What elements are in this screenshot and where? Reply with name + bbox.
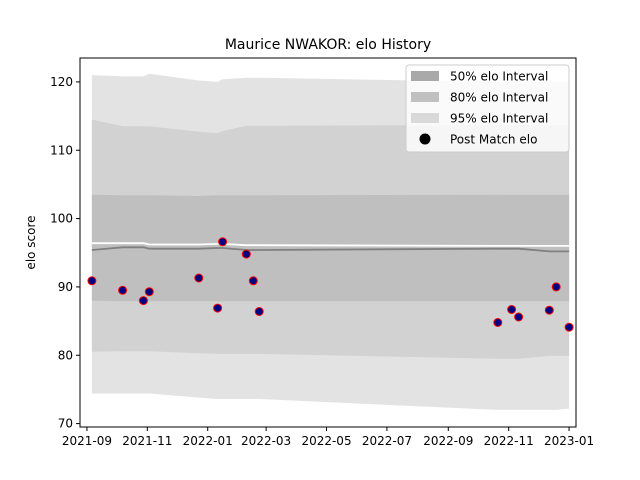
- y-tick-label: 120: [50, 75, 73, 89]
- x-tick-label: 2021-09: [62, 434, 112, 448]
- x-tick-label: 2022-11: [484, 434, 534, 448]
- y-tick-label: 90: [58, 280, 73, 294]
- post-match-point: [493, 318, 503, 327]
- post-match-point: [564, 322, 574, 332]
- post-match-point: [194, 273, 204, 283]
- legend: 50% elo Interval 80% elo Interval 95% elo …: [405, 64, 570, 153]
- post-match-point: [507, 305, 517, 314]
- axis-ticks: 2021-09 2021-11 2022-01 2022-03 2022-05 2022-…: [50, 75, 594, 448]
- x-tick-label: 2022-05: [301, 434, 351, 448]
- chart-title: Maurice NWAKOR: elo History: [225, 37, 431, 53]
- x-tick-label: 2023-01: [544, 434, 594, 448]
- post-match-point: [241, 249, 251, 259]
- x-tick-label: 2022-01: [183, 434, 233, 448]
- post-match-point: [144, 287, 154, 297]
- post-match-point: [514, 312, 524, 322]
- legend-label: 95% elo Interval: [450, 112, 548, 126]
- y-axis-title: elo score: [24, 215, 38, 269]
- post-match-point: [138, 296, 148, 306]
- plot-area: [87, 73, 574, 410]
- post-match-point: [248, 276, 258, 286]
- legend-label: 80% elo Interval: [450, 91, 548, 105]
- y-tick-label: 100: [50, 212, 73, 226]
- post-match-point: [213, 303, 223, 313]
- x-tick-label: 2022-07: [362, 434, 412, 448]
- post-match-point: [544, 305, 554, 315]
- legend-label: 50% elo Interval: [450, 70, 548, 84]
- post-match-point: [87, 276, 97, 286]
- legend-box: [405, 64, 570, 153]
- x-tick-label: 2022-09: [423, 434, 473, 448]
- post-match-point: [551, 282, 561, 292]
- elo-line-3: [91, 246, 570, 253]
- post-match-point: [254, 307, 264, 316]
- post-match-point: [218, 237, 228, 247]
- x-tick-label: 2022-03: [241, 434, 291, 448]
- y-tick-label: 80: [58, 348, 73, 362]
- axes-frame: [79, 57, 577, 428]
- y-tick-label: 70: [58, 417, 73, 431]
- y-tick-label: 110: [50, 143, 73, 157]
- interval-band-2: [91, 194, 570, 302]
- elo-line-4: [91, 242, 570, 247]
- legend-label: Post Match elo: [450, 133, 537, 147]
- legend-swatch: [411, 92, 439, 102]
- x-tick-label: 2021-11: [122, 434, 172, 448]
- legend-swatch: [411, 113, 439, 123]
- legend-swatch: [411, 71, 439, 81]
- legend-marker: [419, 133, 431, 145]
- post-match-point: [118, 285, 128, 295]
